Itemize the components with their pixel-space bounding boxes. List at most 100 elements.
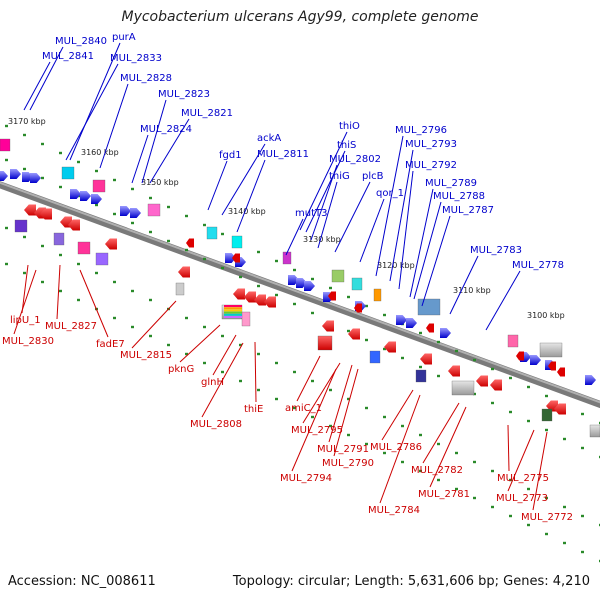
forward-gene-box [373,288,382,302]
scale-label: 3150 kbp [141,178,179,187]
scale-tick [239,275,242,279]
scale-tick [491,367,494,371]
reverse-gene-leader [212,334,237,376]
reverse-gene-label: MUL_2795 [291,425,343,436]
scale-tick [185,248,188,252]
reverse-gene-label: thiE [244,404,263,415]
reverse-gene-arrow [490,379,502,391]
reverse-gene-arrow [548,361,556,371]
reverse-gene-label: MUL_2775 [497,473,549,484]
forward-gene-label: MUL_2821 [181,108,233,119]
forward-gene-leader [389,149,414,282]
scale-tick [23,167,26,171]
map-title: Mycobacterium ulcerans Agy99, complete g… [121,9,479,25]
scale-tick [23,133,26,137]
scale-tick [5,124,8,128]
forward-gene-arrow [30,173,41,183]
forward-gene-label: MUL_2787 [442,205,494,216]
scale-tick [275,397,278,401]
scale-tick [401,424,404,428]
gene-stack-bar [224,313,242,316]
scale-tick [95,271,98,275]
reverse-gene-leader [291,368,337,472]
scale-tick [275,361,278,365]
forward-gene-label: MUL_2792 [405,160,457,171]
forward-gene-leader [131,134,149,184]
scale-tick [563,505,566,509]
forward-gene-leader [65,63,119,161]
scale-tick [347,397,350,401]
scale-tick [401,460,404,464]
forward-gene-leader [141,99,167,184]
forward-gene-label: MUL_2823 [158,89,210,100]
reverse-gene-label: MUL_2784 [368,505,420,516]
forward-gene-box [417,298,441,316]
scale-tick [365,304,368,308]
reverse-gene-leader [201,342,244,418]
reverse-gene-leader [179,324,221,363]
reverse-gene-arrow [476,375,488,387]
reverse-gene-leader [422,402,460,464]
reverse-gene-arrow [105,238,117,250]
scale-label: 3160 kbp [81,148,119,157]
forward-gene-leader [409,188,434,298]
forward-gene-leader [413,201,442,300]
scale-tick [203,257,206,261]
reverse-gene-box [415,369,427,383]
scale-tick [437,374,440,378]
forward-gene-label: thiG [329,171,350,182]
scale-tick [473,496,476,500]
scale-tick [545,428,548,432]
scale-tick [41,244,44,248]
reverse-gene-arrow [68,219,80,231]
reverse-gene-arrow [328,291,336,301]
reverse-gene-label: MUL_2830 [2,336,54,347]
forward-gene-leader [29,46,64,111]
reverse-gene-leader [56,264,61,320]
reverse-gene-leader [379,394,421,504]
forward-gene-arrow [120,206,131,216]
scale-tick [221,370,224,374]
reverse-gene-box [369,350,381,364]
reverse-gene-label: MUL_2827 [45,321,97,332]
scale-tick [95,203,98,207]
forward-gene-label: mutT3 [295,208,327,219]
scale-tick [581,446,584,450]
reverse-gene-label: pknG [168,364,194,375]
forward-gene-label: MUL_2841 [42,51,94,62]
reverse-gene-leader [381,389,414,441]
scale-tick [167,239,170,243]
reverse-gene-label: MUL_2791 [317,444,369,455]
reverse-gene-box [451,380,475,396]
scale-tick [545,532,548,536]
scale-tick [581,550,584,554]
scale-tick [113,212,116,216]
reverse-gene-arrow [354,303,362,313]
scale-label: 3170 kbp [8,117,46,126]
scale-tick [257,388,260,392]
scale-tick [581,412,584,416]
scale-tick [77,160,80,164]
scale-tick [437,442,440,446]
forward-gene-leader [236,159,266,233]
forward-gene-label: MUL_2789 [425,178,477,189]
genome-summary-text: Topology: circular; Length: 5,631,606 bp… [232,574,590,589]
scale-tick [383,415,386,419]
scale-tick [257,284,260,288]
forward-gene-arrow [225,253,236,263]
scale-label: 3130 kbp [303,235,341,244]
forward-gene-leader [69,42,121,161]
scale-tick [239,343,242,347]
reverse-gene-box [77,241,91,255]
scale-tick [185,214,188,218]
reverse-gene-label: MUL_2808 [190,419,242,430]
reverse-gene-leader [507,429,535,492]
scale-tick [221,232,224,236]
forward-gene-leader [375,135,404,277]
scale-tick [437,478,440,482]
gene-stack-bar [224,305,242,307]
forward-gene-box [206,226,218,240]
scale-tick [311,277,314,281]
scale-tick [545,496,548,500]
scale-tick [59,185,62,189]
